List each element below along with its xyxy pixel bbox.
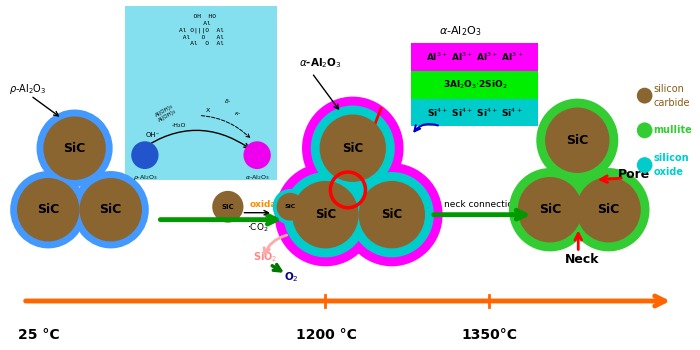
Circle shape [341,163,442,266]
FancyBboxPatch shape [412,43,538,71]
Text: 1350°C: 1350°C [462,328,518,342]
Text: silicon: silicon [653,84,685,94]
Text: -H₂O: -H₂O [172,123,186,128]
Circle shape [43,117,106,180]
Text: $\rho$-Al$_2$O$_3$: $\rho$-Al$_2$O$_3$ [132,173,158,182]
Text: 1200 °C: 1200 °C [295,328,356,342]
Text: SiC: SiC [285,204,296,209]
Circle shape [637,157,652,173]
Text: 3Al$_2$O$_3$$\cdot$2SiO$_2$: 3Al$_2$O$_3$$\cdot$2SiO$_2$ [442,78,507,91]
Text: Si$^{4+}$ Si$^{4+}$ Si$^{4+}$ Si$^{4+}$: Si$^{4+}$ Si$^{4+}$ Si$^{4+}$ Si$^{4+}$ [427,106,523,119]
Circle shape [320,114,386,182]
Circle shape [637,88,652,104]
FancyBboxPatch shape [412,99,538,126]
Text: SiC: SiC [99,203,122,216]
Text: SiC: SiC [539,203,561,216]
Circle shape [509,168,591,251]
Circle shape [350,172,434,257]
Text: SiC: SiC [37,203,60,216]
Circle shape [36,110,113,187]
Circle shape [80,178,142,242]
Text: X: X [206,108,211,113]
Text: silicon: silicon [653,153,689,163]
Text: $\kappa$-: $\kappa$- [234,110,241,117]
Circle shape [311,106,395,191]
Circle shape [274,163,376,266]
Circle shape [518,177,582,243]
Text: $\delta$-: $\delta$- [224,97,232,105]
Text: SiC: SiC [566,134,589,147]
Text: OH⁻: OH⁻ [146,132,160,138]
FancyBboxPatch shape [125,6,276,180]
Text: oxidation: oxidation [249,200,297,209]
Text: SiC: SiC [382,208,402,221]
Text: $\alpha$-Al$_2$O$_3$: $\alpha$-Al$_2$O$_3$ [299,56,342,70]
Text: Al(OH)₃
Al(OH)₃: Al(OH)₃ Al(OH)₃ [155,104,178,123]
Circle shape [358,181,425,248]
Circle shape [244,141,271,169]
FancyBboxPatch shape [412,71,538,99]
Text: SiC: SiC [64,142,85,155]
Text: O$_2$: O$_2$ [284,270,299,284]
Circle shape [17,178,80,242]
Text: carbide: carbide [653,98,690,107]
Circle shape [576,177,641,243]
Text: Neck: Neck [565,253,599,266]
Text: Pore: Pore [618,168,650,182]
Circle shape [302,97,403,200]
Circle shape [293,181,358,248]
Circle shape [568,168,650,251]
Circle shape [131,141,158,169]
Text: mullite: mullite [653,125,692,135]
Text: 25 °C: 25 °C [18,328,60,342]
Circle shape [273,189,308,225]
Text: $\alpha$-Al$_2$O$_3$: $\alpha$-Al$_2$O$_3$ [245,173,270,182]
Circle shape [545,107,610,173]
Circle shape [276,193,304,220]
Text: SiO$_2$: SiO$_2$ [253,251,277,264]
Text: $\rho$-Al$_2$O$_3$: $\rho$-Al$_2$O$_3$ [9,82,47,96]
Text: SiC: SiC [342,142,363,155]
Circle shape [212,191,244,223]
Circle shape [536,99,618,182]
Text: $\cdot$CO$_2$: $\cdot$CO$_2$ [247,221,269,234]
Circle shape [284,172,368,257]
Text: Al$^{3+}$ Al$^{3+}$ Al$^{3+}$ Al$^{3+}$: Al$^{3+}$ Al$^{3+}$ Al$^{3+}$ Al$^{3+}$ [426,51,524,63]
Text: SiC: SiC [597,203,620,216]
Circle shape [73,171,149,248]
Text: OH  HO
   Al
Al O|||O  Al
 Al   O   Al
   Al  O  Al: OH HO Al Al O|||O Al Al O Al Al O Al [178,14,223,46]
Text: SiC: SiC [221,204,234,210]
Text: oxide: oxide [653,167,683,177]
Text: SiC: SiC [315,208,336,221]
Circle shape [10,171,86,248]
Text: $\alpha$-Al$_2$O$_3$: $\alpha$-Al$_2$O$_3$ [439,24,482,38]
Circle shape [637,122,652,138]
Text: neck connection: neck connection [444,200,519,209]
